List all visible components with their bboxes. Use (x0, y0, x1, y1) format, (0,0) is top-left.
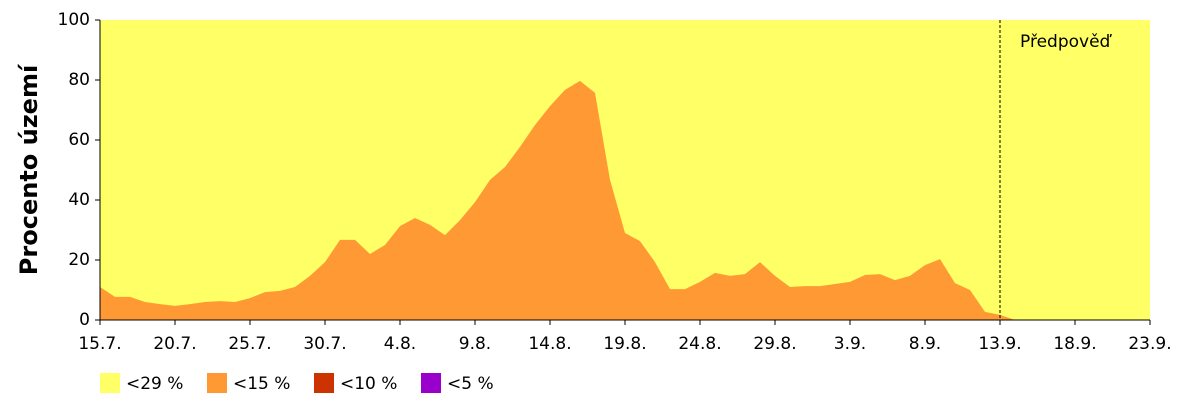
legend-label: <10 % (340, 374, 397, 394)
y-tick-label: 60 (68, 130, 90, 150)
x-tick-label: 19.8. (603, 334, 646, 354)
y-axis-label: Procento území (15, 63, 43, 275)
x-tick-label: 13.9. (978, 334, 1021, 354)
y-tick-label: 20 (68, 250, 90, 270)
legend-swatch (207, 373, 227, 393)
area (100, 20, 1150, 320)
x-tick-label: 3.9. (834, 334, 866, 354)
x-tick-label: 25.7. (228, 334, 271, 354)
x-tick-label: 9.8. (459, 334, 491, 354)
x-tick-label: 20.7. (153, 334, 196, 354)
x-tick-label: 4.8. (384, 334, 416, 354)
area (100, 80, 1150, 321)
legend-swatch (100, 373, 120, 393)
x-tick-label: 29.8. (753, 334, 796, 354)
legend-swatch (421, 373, 441, 393)
x-tick-label: 14.8. (528, 334, 571, 354)
x-tick-label: 8.9. (909, 334, 941, 354)
forecast-label: Předpověď (1020, 32, 1113, 52)
legend-swatch (314, 373, 334, 393)
x-tick-label: 24.8. (678, 334, 721, 354)
x-tick-label: 18.9. (1053, 334, 1096, 354)
y-tick-label: 40 (68, 190, 90, 210)
x-tick-label: 23.9. (1128, 334, 1171, 354)
x-tick-label: 15.7. (78, 334, 121, 354)
legend-label: <15 % (233, 374, 290, 394)
y-tick-label: 100 (58, 10, 90, 30)
legend-label: <5 % (447, 374, 494, 394)
legend-label: <29 % (126, 374, 183, 394)
y-tick-label: 80 (68, 70, 90, 90)
y-tick-label: 0 (79, 310, 90, 330)
x-tick-label: 30.7. (303, 334, 346, 354)
